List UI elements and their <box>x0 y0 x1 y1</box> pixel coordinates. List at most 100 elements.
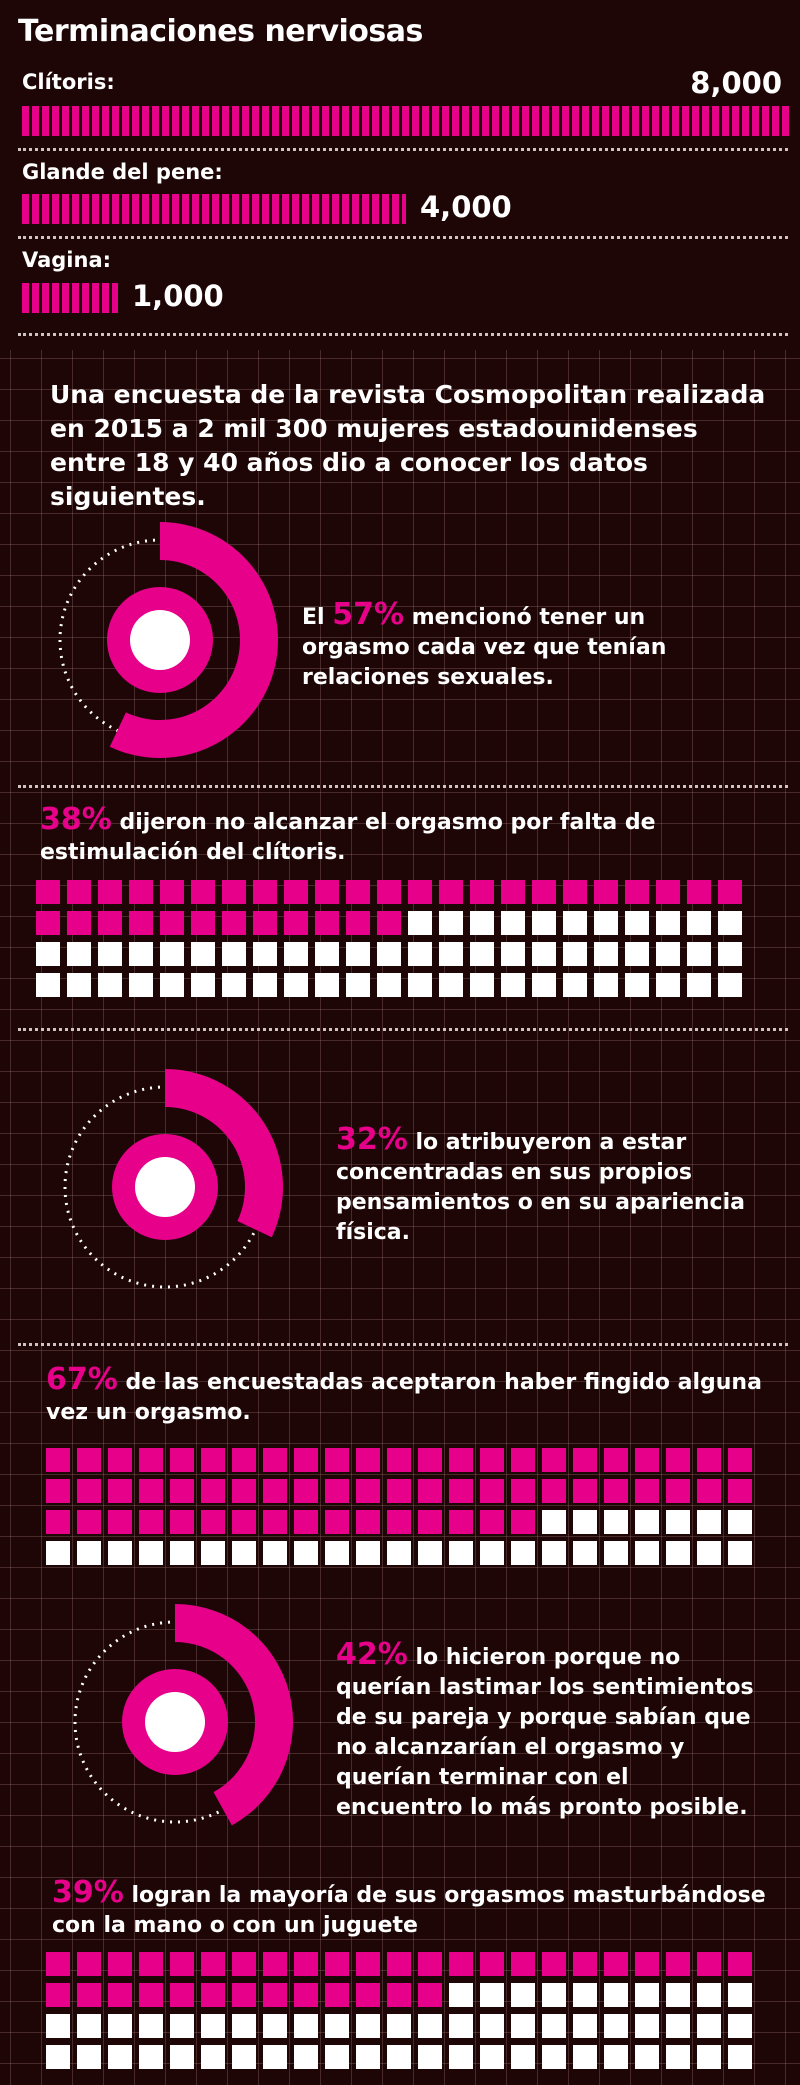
waffle-cell-empty <box>728 2045 752 2069</box>
waffle-cell-filled <box>98 880 122 904</box>
donut-arc <box>175 1604 293 1826</box>
waffle-cell-filled <box>501 880 525 904</box>
waffle-cell-empty <box>542 2045 566 2069</box>
waffle-cell-empty <box>387 1541 411 1565</box>
waffle-cell-empty <box>108 1541 132 1565</box>
waffle-cell-filled <box>418 1448 442 1472</box>
waffle-cell-empty <box>501 973 525 997</box>
waffle-cell-empty <box>625 911 649 935</box>
waffle-cell-empty <box>563 911 587 935</box>
waffle-cell-filled <box>728 1479 752 1503</box>
waffle-cell-empty <box>232 2045 256 2069</box>
waffle-cell-filled <box>108 1983 132 2007</box>
waffle-cell-empty <box>480 1983 504 2007</box>
waffle-cell-empty <box>728 2014 752 2038</box>
waffle-cell-empty <box>160 942 184 966</box>
bar-value-vagina: 1,000 <box>132 279 224 313</box>
waffle-cell-filled <box>294 1983 318 2007</box>
waffle-cell-empty <box>439 942 463 966</box>
waffle-cell-empty <box>387 2045 411 2069</box>
stat-5-text: 42% lo hicieron porque no querían lastim… <box>336 1640 756 1823</box>
waffle-cell-filled <box>36 911 60 935</box>
waffle-cell-empty <box>666 1983 690 2007</box>
waffle-cell-filled <box>728 1448 752 1472</box>
waffle-cell-filled <box>666 1479 690 1503</box>
waffle-cell-filled <box>201 1983 225 2007</box>
waffle-cell-filled <box>160 911 184 935</box>
bar-value-glande: 4,000 <box>420 190 512 224</box>
waffle-cell-filled <box>46 1448 70 1472</box>
waffle-cell-filled <box>170 1952 194 1976</box>
waffle-cell-filled <box>594 880 618 904</box>
waffle-cell-empty <box>201 2045 225 2069</box>
waffle-cell-empty <box>67 973 91 997</box>
waffle-cell-empty <box>408 942 432 966</box>
waffle-cell-filled <box>263 1952 287 1976</box>
waffle-cell-empty <box>253 942 277 966</box>
waffle-cell-filled <box>325 1479 349 1503</box>
waffle-cell-empty <box>263 1541 287 1565</box>
waffle-cell-empty <box>542 2014 566 2038</box>
waffle-cell-empty <box>263 2014 287 2038</box>
waffle-cell-empty <box>656 973 680 997</box>
waffle-row <box>36 880 742 904</box>
waffle-cell-filled <box>108 1479 132 1503</box>
waffle-cell-filled <box>625 880 649 904</box>
waffle-cell-filled <box>284 911 308 935</box>
waffle-cell-filled <box>77 1952 101 1976</box>
donut-chart-2 <box>63 1069 283 1289</box>
waffle-cell-filled <box>687 880 711 904</box>
waffle-cell-filled <box>325 1983 349 2007</box>
waffle-cell-filled <box>46 1952 70 1976</box>
waffle-row <box>46 1448 752 1472</box>
waffle-cell-empty <box>563 973 587 997</box>
waffle-cell-empty <box>542 1983 566 2007</box>
waffle-cell-empty <box>418 2014 442 2038</box>
separator <box>18 236 788 239</box>
waffle-cell-filled <box>449 1510 473 1534</box>
waffle-cell-filled <box>315 880 339 904</box>
waffle-cell-empty <box>666 1510 690 1534</box>
waffle-cell-filled <box>511 1952 535 1976</box>
bar-label-glande: Glande del pene: <box>22 160 223 184</box>
waffle-cell-filled <box>108 1952 132 1976</box>
waffle-cell-filled <box>356 1448 380 1472</box>
waffle-cell-empty <box>604 1510 628 1534</box>
waffle-cell-empty <box>625 942 649 966</box>
stat-description: logran la mayoría de sus orgasmos mastur… <box>52 1883 766 1938</box>
waffle-cell-filled <box>201 1510 225 1534</box>
waffle-cell-filled <box>36 880 60 904</box>
waffle-cell-filled <box>67 911 91 935</box>
waffle-cell-empty <box>139 2045 163 2069</box>
waffle-cell-filled <box>604 1479 628 1503</box>
waffle-cell-empty <box>687 911 711 935</box>
waffle-cell-filled <box>108 1510 132 1534</box>
waffle-row <box>46 1541 752 1565</box>
waffle-cell-filled <box>377 880 401 904</box>
donut-arc <box>109 522 278 758</box>
bar-label-vagina: Vagina: <box>22 248 112 272</box>
waffle-cell-filled <box>170 1448 194 1472</box>
stat-percent: 39% <box>52 1875 124 1910</box>
stat-description: lo atribuyeron a estar concentradas en s… <box>336 1130 745 1245</box>
waffle-cell-filled <box>232 1983 256 2007</box>
stat-3-text: 32% lo atribuyeron a estar concentradas … <box>336 1125 756 1248</box>
waffle-cell-filled <box>532 880 556 904</box>
waffle-cell-empty <box>635 1541 659 1565</box>
waffle-cell-filled <box>129 880 153 904</box>
waffle-cell-empty <box>718 942 742 966</box>
waffle-cell-empty <box>656 911 680 935</box>
waffle-cell-filled <box>418 1952 442 1976</box>
waffle-row <box>36 942 742 966</box>
waffle-cell-empty <box>46 2014 70 2038</box>
waffle-cell-filled <box>728 1952 752 1976</box>
bar-value-clitoris: 8,000 <box>690 66 782 100</box>
waffle-cell-empty <box>46 1541 70 1565</box>
waffle-cell-filled <box>470 880 494 904</box>
waffle-cell-filled <box>294 1952 318 1976</box>
waffle-cell-filled <box>294 1479 318 1503</box>
waffle-cell-filled <box>139 1448 163 1472</box>
separator <box>18 148 788 151</box>
donut-center <box>130 610 190 670</box>
waffle-cell-empty <box>532 911 556 935</box>
